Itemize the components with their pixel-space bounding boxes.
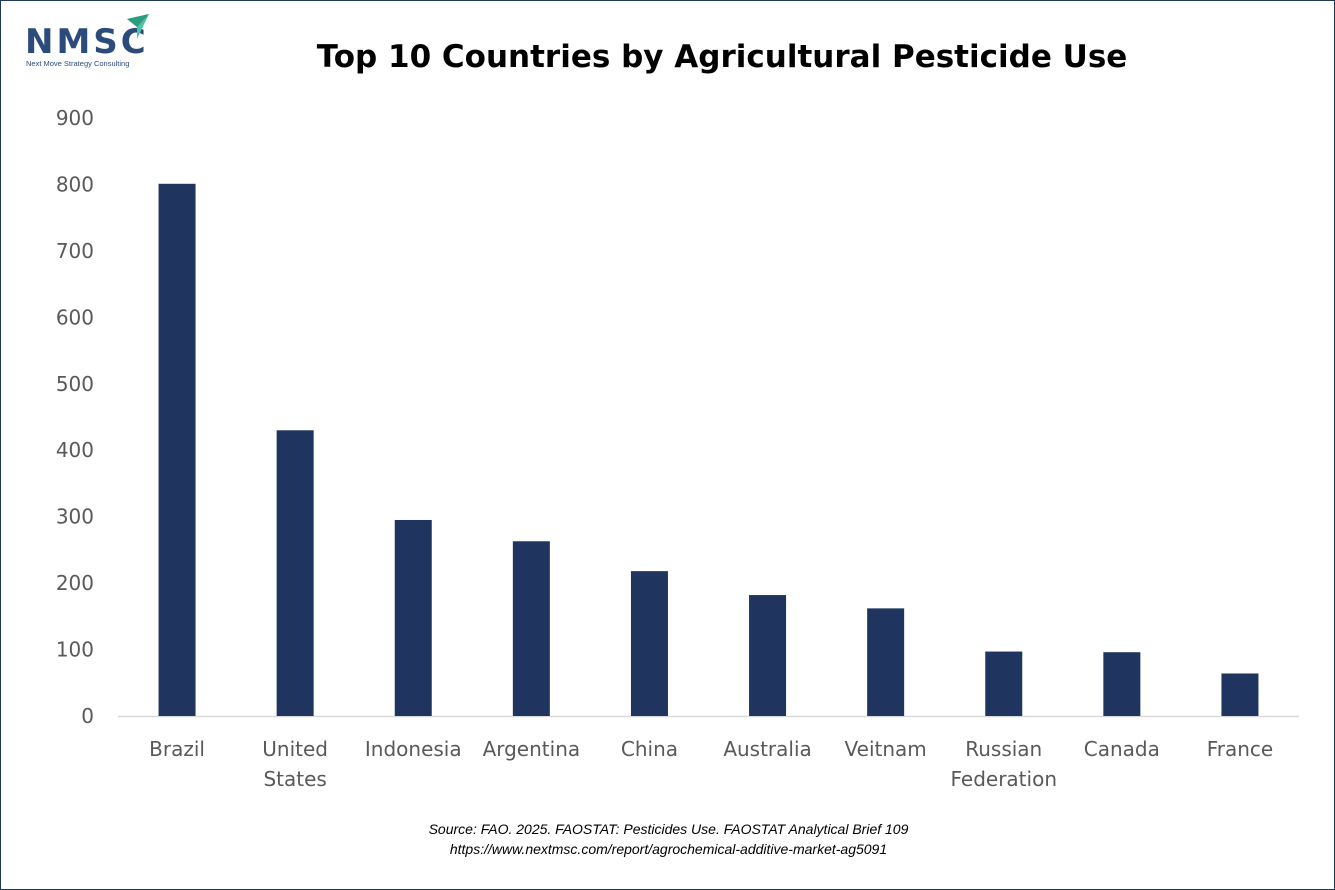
chart-title: Top 10 Countries by Agricultural Pestici…	[316, 39, 1128, 75]
bar-chart: 0 100 200 300 400 500 600 700 800 900 Brazil United…	[56, 106, 1299, 791]
x-category-label: France	[1207, 737, 1274, 761]
x-category-label-line: States	[263, 767, 326, 791]
x-category-label: Indonesia	[365, 737, 462, 761]
bar-veitnam	[867, 608, 905, 716]
x-category-label: China	[621, 737, 678, 761]
x-category-label-line: Australia	[723, 737, 811, 761]
x-category-label-line: Indonesia	[365, 737, 462, 761]
x-category-label: Canada	[1084, 737, 1160, 761]
x-category-label-line: Brazil	[149, 737, 205, 761]
x-category-label-line: Argentina	[483, 737, 581, 761]
x-category-label-line: France	[1207, 737, 1274, 761]
x-category-label-line: Veitnam	[845, 737, 927, 761]
bar-canada	[1103, 652, 1141, 716]
nmsc-logo: NMSC Next Move Strategy Consulting	[25, 13, 155, 71]
bar-china	[630, 571, 668, 716]
y-tick-label: 500	[56, 372, 94, 396]
x-category-label: Russian Federation	[950, 737, 1057, 791]
bar-russian-federation	[985, 651, 1023, 716]
y-tick-label: 400	[56, 438, 94, 462]
x-category-label-line: China	[621, 737, 678, 761]
x-category-label-line: Russian	[965, 737, 1042, 761]
y-tick-label: 300	[56, 505, 94, 529]
bar-argentina	[512, 541, 550, 716]
x-category-label-line: United	[262, 737, 328, 761]
bar-brazil	[158, 183, 196, 716]
x-category-label-line: Canada	[1084, 737, 1160, 761]
source-citation: Source: FAO. 2025. FAOSTAT: Pesticides U…	[428, 821, 909, 837]
x-category-label-line: Federation	[950, 767, 1057, 791]
x-category-label: United States	[262, 737, 328, 791]
y-tick-label: 600	[56, 305, 94, 329]
y-tick-label: 200	[56, 571, 94, 595]
y-tick-label: 0	[81, 704, 94, 728]
source-url: https://www.nextmsc.com/report/agrochemi…	[449, 841, 888, 857]
source-note: Source: FAO. 2025. FAOSTAT: Pesticides U…	[1, 819, 1335, 859]
y-tick-label: 800	[56, 172, 94, 196]
arrow-icon	[127, 14, 149, 39]
x-category-label: Australia	[723, 737, 811, 761]
bar-united-states	[276, 430, 314, 716]
x-category-label: Argentina	[483, 737, 581, 761]
y-tick-label: 100	[56, 638, 94, 662]
y-tick-label: 700	[56, 239, 94, 263]
x-category-label: Veitnam	[845, 737, 927, 761]
logo-wordmark: NMSC	[25, 22, 149, 62]
logo-tagline: Next Move Strategy Consulting	[26, 59, 130, 68]
bar-australia	[749, 595, 787, 716]
x-category-label: Brazil	[149, 737, 205, 761]
bar-indonesia	[394, 519, 432, 716]
y-tick-label: 900	[56, 106, 94, 130]
bar-france	[1221, 673, 1259, 716]
